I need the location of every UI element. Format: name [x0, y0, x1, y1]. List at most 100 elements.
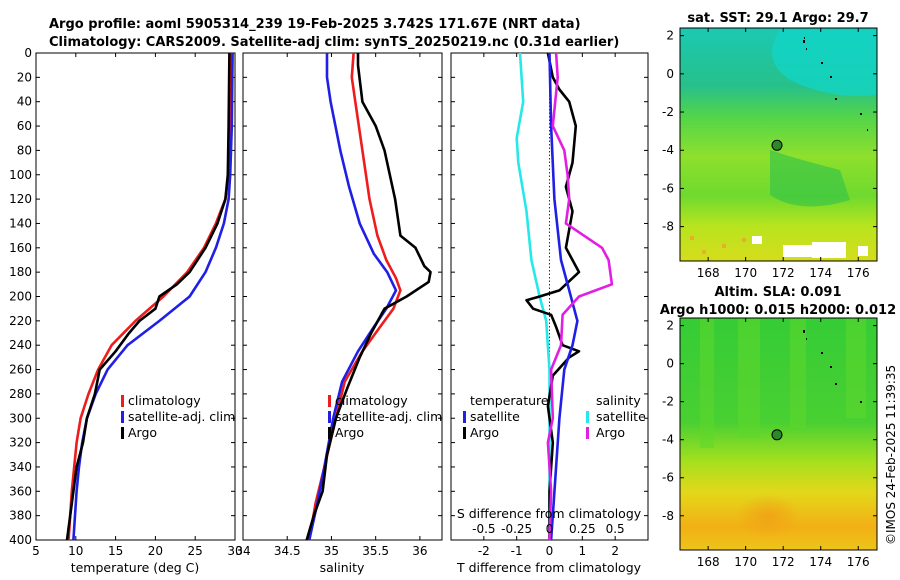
sst-warm-pixels: [690, 236, 746, 254]
sla-high-anomaly: [736, 494, 800, 538]
map-x-tick-label: 176: [847, 555, 870, 569]
difference-ticks: -2 -1 0 1 2: [478, 53, 619, 558]
legend-label-satellite: satellite-adj. clim: [335, 409, 442, 424]
map-x-tick-label: 172: [772, 266, 795, 280]
sla-map-frame: [679, 317, 878, 551]
sst-map: sat. SST: 29.1 Argo: 29.7 168 170 172 174 17…: [662, 11, 878, 280]
x-tick-label: 25: [188, 544, 203, 558]
temperature-legend: climatology satellite-adj. clim Argo: [121, 393, 235, 440]
salinity-difference-tick-label: 0.25: [569, 522, 596, 536]
sst-land-mask: [752, 236, 868, 258]
depth-tick-label: 20: [17, 70, 32, 84]
series-line-climatology: [67, 52, 233, 541]
legend-label-t-satellite: satellite: [470, 409, 520, 424]
series-line-climatology: [308, 52, 402, 541]
temperature-ticks: 5 10 15 20 25 30: [32, 53, 243, 558]
salinity-panel: 34 34.5 35 35.5 36 salinity climatology sate…: [235, 52, 443, 575]
map-y-tick-label: -2: [662, 395, 674, 409]
legend-swatch-s-satellite: [586, 411, 589, 423]
temperature-frame: [35, 52, 236, 541]
legend-title-temperature: temperature: [470, 393, 549, 408]
figure-title-line1: Argo profile: aoml 5905314_239 19-Feb-20…: [49, 17, 581, 32]
depth-tick-label: 60: [17, 119, 32, 133]
x-tick-label: 0: [546, 544, 554, 558]
x-tick-label: 35.5: [362, 544, 389, 558]
x-tick-label: 15: [108, 544, 123, 558]
depth-tick-label: 300: [9, 411, 32, 425]
depth-tick-label: 340: [9, 460, 32, 474]
sst-profile-marker: [771, 139, 783, 151]
depth-tick-label: 380: [9, 509, 32, 523]
series-line-salinity-argo: [546, 52, 614, 541]
temperature-panel: 0 20 40 60 80 100 120 140 160 180 200 220 240 260 280 3…: [9, 46, 243, 575]
sla-island-specks: [803, 330, 862, 403]
depth-tick-label: 180: [9, 265, 32, 279]
map-x-tick-label: 176: [847, 266, 870, 280]
map-y-tick-label: -8: [662, 220, 674, 234]
salinity-difference-tick-label: -0.25: [501, 522, 532, 536]
map-y-tick-label: -8: [662, 509, 674, 523]
map-y-tick-label: -6: [662, 181, 674, 195]
legend-label-argo: Argo: [335, 425, 364, 440]
legend-title-salinity: salinity: [596, 393, 641, 408]
sst-map-ticks: 168 170 172 174 176 2 0 -2 -4 -6 -8: [662, 28, 877, 280]
salinity-difference-tick-label: -0.5: [472, 522, 495, 536]
x-tick-label: 5: [32, 544, 40, 558]
x-tick-label: 34.5: [274, 544, 301, 558]
sst-map-frame: [679, 27, 878, 262]
map-x-tick-label: 170: [734, 555, 757, 569]
series-line-satellite-adj-clim: [308, 53, 398, 541]
legend-label-climatology: climatology: [128, 393, 201, 408]
depth-ticks: 0 20 40 60 80 100 120 140 160 180 200 220 240 260 280 3…: [9, 46, 235, 547]
sst-map-title: sat. SST: 29.1 Argo: 29.7: [687, 11, 868, 26]
x-tick-label: -1: [511, 544, 523, 558]
legend-label-satellite: satellite-adj. clim: [128, 409, 235, 424]
depth-tick-label: 360: [9, 484, 32, 498]
depth-tick-label: 400: [9, 533, 32, 547]
x-tick-label: 34: [235, 544, 250, 558]
legend-swatch-argo: [121, 427, 124, 439]
salinity-difference-tick-label: 0.5: [606, 522, 625, 536]
x-tick-label: 35: [324, 544, 339, 558]
series-line-argo: [65, 52, 231, 541]
depth-tick-label: 220: [9, 314, 32, 328]
legend-label-argo: Argo: [128, 425, 157, 440]
series-line-satellite-adj-clim: [72, 52, 234, 541]
legend-label-t-argo: Argo: [470, 425, 499, 440]
sla-bands: [700, 318, 866, 448]
depth-tick-label: 260: [9, 363, 32, 377]
difference-legend: temperature satellite Argo salinity sate…: [463, 393, 646, 440]
credit-stamp: ©IMOS 24-Feb-2025 11:39:35: [884, 365, 898, 545]
sla-profile-marker: [771, 429, 783, 441]
depth-tick-label: 100: [9, 168, 32, 182]
map-x-tick-label: 170: [734, 266, 757, 280]
series-line-argo: [305, 53, 432, 541]
legend-swatch-satellite: [328, 411, 331, 423]
difference-top-label: S difference from climatology: [457, 506, 642, 521]
series-line-temperature-satellite: [515, 52, 551, 540]
salinity-difference-tick-label: 0: [546, 522, 554, 536]
map-x-tick-label: 174: [809, 555, 832, 569]
legend-swatch-s-argo: [586, 427, 589, 439]
map-y-tick-label: 0: [666, 67, 674, 81]
map-y-tick-label: -2: [662, 105, 674, 119]
depth-tick-label: 140: [9, 216, 32, 230]
series-line-salinity-satellite: [548, 52, 579, 541]
map-y-tick-label: 0: [666, 357, 674, 371]
salinity-legend: climatology satellite-adj. clim Argo: [328, 393, 442, 440]
sst-warm-pool: [772, 30, 877, 96]
salinity-xlabel: salinity: [320, 560, 365, 575]
depth-tick-label: 240: [9, 338, 32, 352]
legend-swatch-climatology: [121, 395, 124, 407]
map-x-tick-label: 168: [697, 266, 720, 280]
sla-map-title: Altim. SLA: 0.091: [715, 285, 842, 300]
depth-tick-label: 160: [9, 241, 32, 255]
x-tick-label: 10: [68, 544, 83, 558]
x-tick-label: 30: [227, 544, 242, 558]
depth-tick-label: 200: [9, 290, 32, 304]
legend-label-s-argo: Argo: [596, 425, 625, 440]
map-x-tick-label: 174: [809, 266, 832, 280]
legend-swatch-satellite: [121, 411, 124, 423]
x-tick-label: 1: [579, 544, 587, 558]
